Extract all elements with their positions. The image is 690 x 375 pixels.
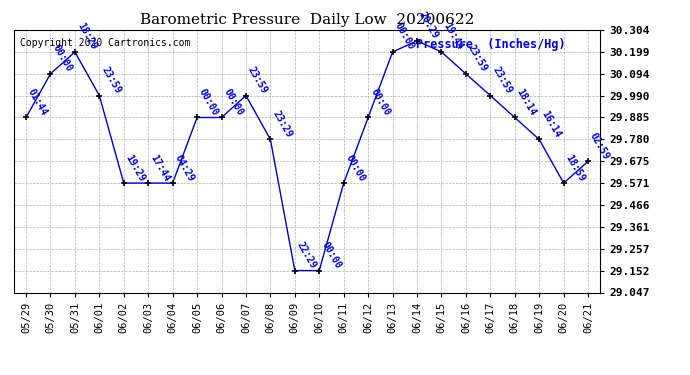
Text: 00:00: 00:00 [221,87,245,117]
Text: 19:29: 19:29 [124,153,147,183]
Text: 23:59: 23:59 [246,65,269,96]
Text: 00:00: 00:00 [197,87,220,117]
Text: 04:29: 04:29 [172,153,196,183]
Text: 18:29: 18:29 [75,21,98,52]
Text: 00:00: 00:00 [50,44,74,74]
Text: 01:44: 01:44 [26,87,50,117]
Text: 16:14: 16:14 [539,109,562,140]
Text: Pressure  (Inches/Hg): Pressure (Inches/Hg) [415,38,565,51]
Text: 00:00: 00:00 [344,153,367,183]
Text: 23:59: 23:59 [99,65,123,96]
Text: 19:44: 19:44 [442,21,465,52]
Title: Barometric Pressure  Daily Low  20200622: Barometric Pressure Daily Low 20200622 [140,13,474,27]
Text: 00:00: 00:00 [368,87,391,117]
Text: 22:29: 22:29 [295,240,318,271]
Text: 20:29: 20:29 [417,10,440,41]
Text: 17:44: 17:44 [148,153,172,183]
Text: 00:00: 00:00 [319,240,343,271]
Text: 23:59: 23:59 [491,65,513,96]
Text: 18:59: 18:59 [564,153,587,183]
Text: 23:59: 23:59 [466,44,489,74]
Text: 00:00: 00:00 [393,21,416,52]
Text: Copyright 2020 Cartronics.com: Copyright 2020 Cartronics.com [19,38,190,48]
Text: 02:59: 02:59 [588,131,611,161]
Text: 18:14: 18:14 [515,87,538,117]
Text: 23:29: 23:29 [270,109,294,140]
